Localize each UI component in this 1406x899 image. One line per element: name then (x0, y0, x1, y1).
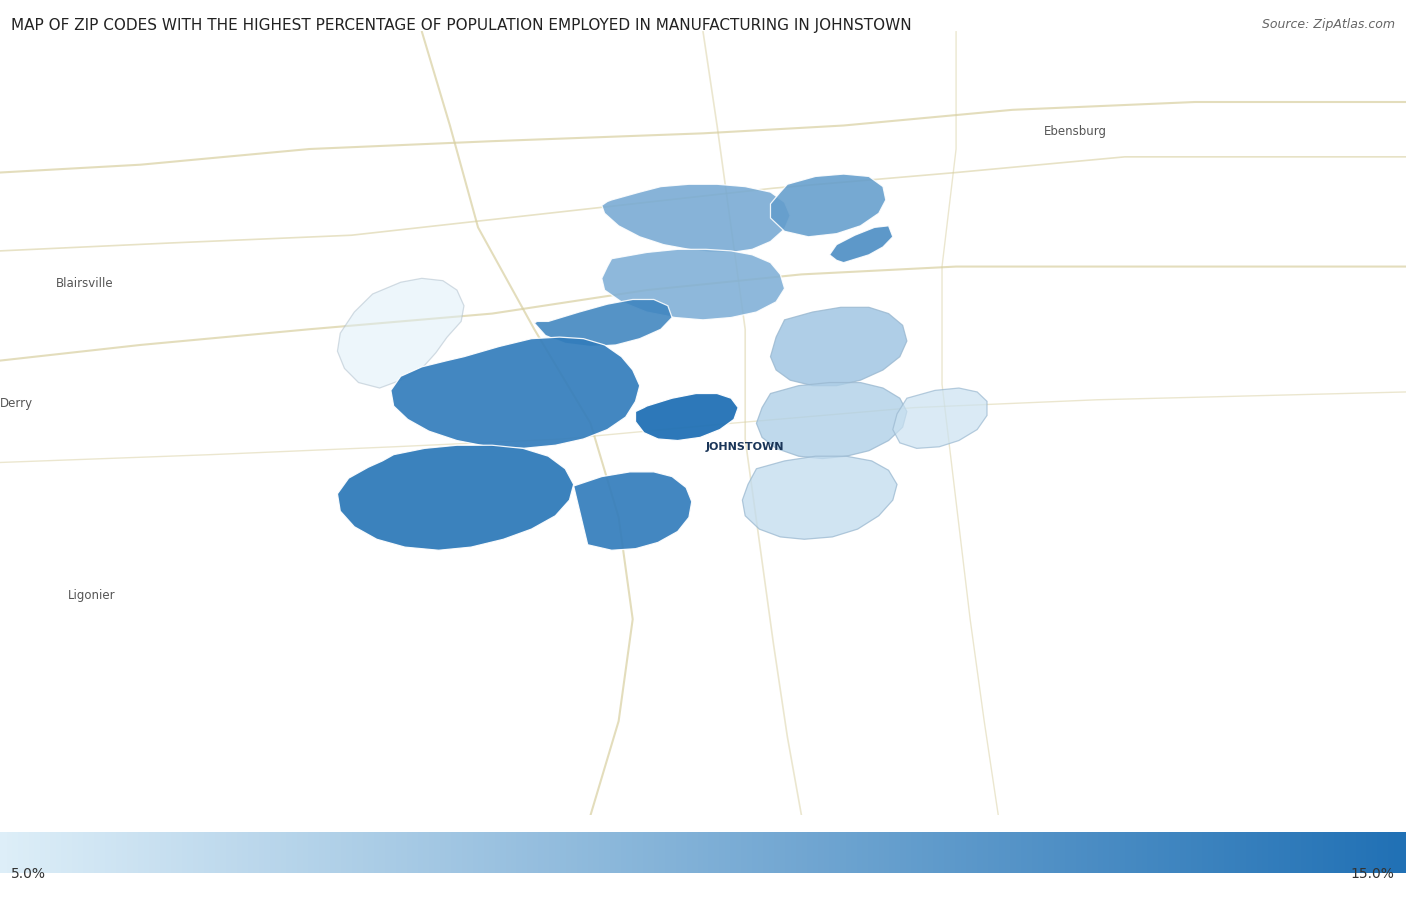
Polygon shape (756, 383, 907, 458)
Text: 15.0%: 15.0% (1351, 867, 1395, 881)
Polygon shape (770, 307, 907, 386)
Polygon shape (636, 394, 738, 441)
Polygon shape (574, 472, 692, 550)
Text: Ligonier: Ligonier (67, 589, 115, 602)
Polygon shape (337, 279, 464, 388)
Text: 5.0%: 5.0% (11, 867, 46, 881)
Polygon shape (602, 184, 790, 253)
Polygon shape (893, 388, 987, 449)
Polygon shape (337, 445, 574, 550)
Text: Blairsville: Blairsville (56, 277, 112, 290)
Polygon shape (770, 174, 886, 236)
Polygon shape (602, 249, 785, 320)
Text: JOHNSTOWN: JOHNSTOWN (706, 441, 785, 452)
Polygon shape (534, 299, 672, 346)
Text: MAP OF ZIP CODES WITH THE HIGHEST PERCENTAGE OF POPULATION EMPLOYED IN MANUFACTU: MAP OF ZIP CODES WITH THE HIGHEST PERCEN… (11, 18, 912, 33)
Text: Ebensburg: Ebensburg (1045, 125, 1107, 138)
Polygon shape (391, 337, 640, 449)
Text: Source: ZipAtlas.com: Source: ZipAtlas.com (1261, 18, 1395, 31)
Text: Derry: Derry (0, 397, 34, 410)
Polygon shape (830, 226, 893, 263)
Polygon shape (742, 456, 897, 539)
